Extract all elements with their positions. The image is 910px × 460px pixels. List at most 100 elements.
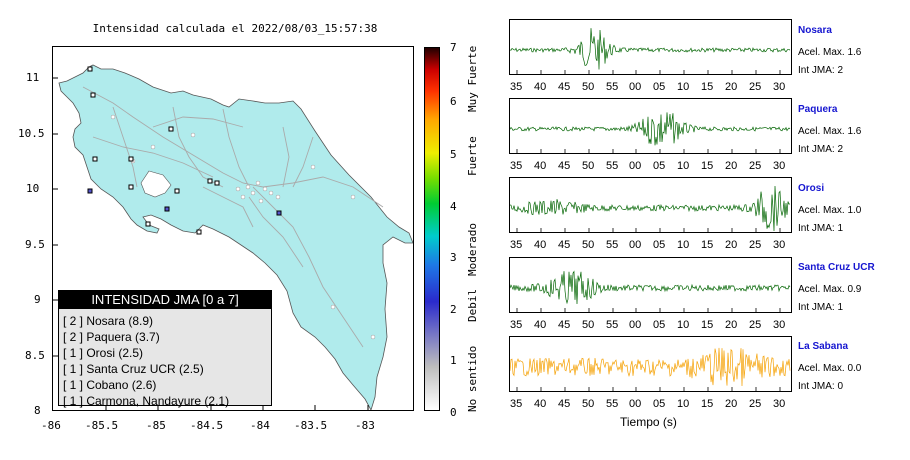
time-tick-label: 10 — [677, 160, 690, 172]
time-tick-label: 55 — [606, 398, 619, 410]
legend-row: [ 2 ] Paquera (3.7) — [63, 330, 160, 344]
time-tick-label: 00 — [629, 398, 642, 410]
colorbar-label-muy-fuerte: Muy Fuerte — [466, 45, 479, 112]
station-markers — [87, 66, 282, 235]
legend-row: [ 1 ] Orosi (2.5) — [63, 346, 144, 360]
intensity-legend: INTENSIDAD JMA [0 a 7] [ 2 ] Nosara (8.9… — [58, 290, 272, 408]
map-y-tick: 8.5 — [25, 349, 45, 362]
waveform — [509, 347, 791, 391]
time-tick-label: 50 — [582, 319, 595, 331]
time-tick-label: 00 — [629, 319, 642, 331]
waveform — [509, 28, 791, 74]
time-tick-label: 45 — [558, 319, 571, 331]
map-x-tick: -86 — [41, 419, 61, 432]
time-tick-label: 50 — [582, 398, 595, 410]
map-x-tick: -84 — [250, 419, 270, 432]
waveform-trace — [509, 185, 791, 232]
time-tick-label: 10 — [677, 319, 690, 331]
time-tick-label: 45 — [558, 398, 571, 410]
time-tick-label: 30 — [773, 160, 786, 172]
colorbar-number: 5 — [450, 148, 457, 161]
legend-title: INTENSIDAD JMA [0 a 7] — [59, 291, 271, 309]
legend-row: [ 1 ] Cobano (2.6) — [63, 378, 157, 392]
time-tick-label: 35 — [510, 319, 523, 331]
time-tick-label: 35 — [510, 160, 523, 172]
time-tick-label: 15 — [701, 319, 714, 331]
seismogram-panel — [509, 177, 792, 233]
colorbar-number: 7 — [450, 41, 457, 54]
time-tick-label: 15 — [701, 160, 714, 172]
map-x-tick: -83 — [355, 419, 375, 432]
max-acceleration: Acel. Max. 1.0 — [798, 205, 862, 216]
time-tick-label: 40 — [534, 319, 547, 331]
jma-intensity: Int JMA: 1 — [798, 223, 844, 234]
waveform-trace — [509, 112, 791, 146]
time-tick-label: 05 — [653, 398, 666, 410]
station-name: Santa Cruz UCR — [798, 262, 875, 273]
time-tick-label: 20 — [725, 319, 738, 331]
time-tick-label: 25 — [749, 398, 762, 410]
station-name: La Sabana — [798, 341, 849, 352]
time-tick-label: 40 — [534, 398, 547, 410]
time-tick-label: 00 — [629, 160, 642, 172]
time-tick-label: 10 — [677, 398, 690, 410]
legend-row: [ 1 ] Santa Cruz UCR (2.5) — [63, 362, 204, 376]
time-tick-label: 25 — [749, 239, 762, 251]
station-name: Orosi — [798, 183, 825, 194]
station-name: Nosara — [798, 25, 832, 36]
map-x-tick: -85.5 — [85, 419, 119, 432]
time-tick-label: 05 — [653, 81, 666, 93]
time-tick-label: 00 — [629, 239, 642, 251]
map-x-tick: -83.5 — [294, 419, 328, 432]
time-tick-label: 40 — [534, 81, 547, 93]
map-y-tick: 9 — [34, 293, 41, 306]
colorbar-label-debil: Debil — [466, 288, 479, 322]
max-acceleration: Acel. Max. 1.6 — [798, 47, 862, 58]
time-tick-label: 50 — [582, 239, 595, 251]
waveform-trace — [509, 347, 791, 387]
colorbar-number: 6 — [450, 95, 457, 108]
map-y-tick: 11 — [26, 71, 40, 84]
legend-row: [ 2 ] Nosara (8.9) — [63, 314, 154, 328]
seismogram-panel — [509, 19, 792, 75]
time-tick-label: 10 — [677, 239, 690, 251]
waveform — [509, 270, 791, 312]
time-tick-label: 25 — [749, 319, 762, 331]
intensity-colorbar — [424, 47, 440, 411]
time-tick-label: 55 — [606, 319, 619, 331]
time-tick-label: 30 — [773, 319, 786, 331]
time-tick-label: 15 — [701, 398, 714, 410]
map-y-tick: 10 — [26, 182, 40, 195]
waveform-trace — [509, 270, 791, 305]
time-tick-label: 20 — [725, 239, 738, 251]
jma-intensity: Int JMA: 1 — [798, 302, 844, 313]
station-name: Paquera — [798, 104, 838, 115]
time-tick-label: 55 — [606, 160, 619, 172]
time-tick-label: 40 — [534, 239, 547, 251]
waveform — [509, 185, 791, 232]
map-y-tick: 9.5 — [25, 238, 45, 251]
seismogram-panel — [509, 98, 792, 154]
time-tick-label: 35 — [510, 239, 523, 251]
colorbar-number: 3 — [450, 251, 457, 264]
colorbar-label-no-sentido: No sentido — [466, 345, 479, 412]
time-tick-label: 45 — [558, 81, 571, 93]
time-tick-label: 50 — [582, 81, 595, 93]
time-tick-label: 20 — [725, 81, 738, 93]
map-y-tick: 10.5 — [18, 127, 45, 140]
waveform-trace — [509, 28, 791, 70]
time-tick-label: 50 — [582, 160, 595, 172]
time-tick-label: 45 — [558, 160, 571, 172]
time-tick-label: 40 — [534, 160, 547, 172]
time-tick-label: 45 — [558, 239, 571, 251]
time-tick-label: 20 — [725, 160, 738, 172]
country-shape — [58, 64, 414, 412]
time-tick-label: 05 — [653, 319, 666, 331]
time-axis-label: Tiempo (s) — [620, 415, 677, 429]
jma-intensity: Int JMA: 2 — [798, 65, 844, 76]
time-tick-label: 55 — [606, 81, 619, 93]
seismogram-panel — [509, 336, 792, 392]
colorbar-number: 4 — [450, 200, 457, 213]
time-tick-label: 00 — [629, 81, 642, 93]
time-tick-label: 10 — [677, 81, 690, 93]
